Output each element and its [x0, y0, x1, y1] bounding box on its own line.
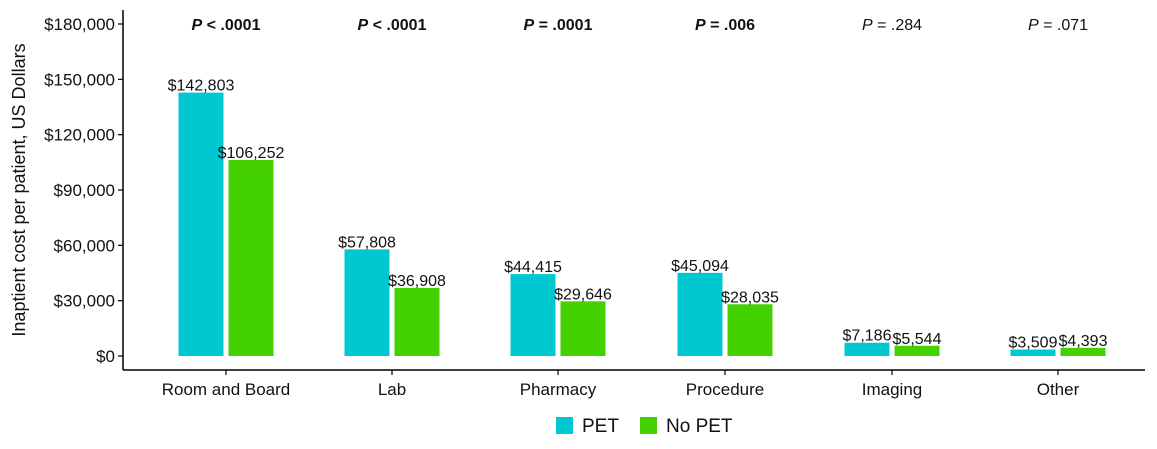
bar-no-pet: [394, 287, 440, 356]
p-value-label: P < .0001: [358, 17, 427, 34]
p-value-label: P = .0001: [524, 17, 593, 34]
legend-swatch-no-pet: [640, 417, 657, 434]
y-tick-label: $0: [96, 347, 115, 366]
p-symbol: P: [862, 17, 873, 34]
p-symbol: P: [524, 17, 535, 34]
bar-pet: [677, 272, 723, 356]
bar-pet: [510, 274, 556, 356]
p-value-label: P < .0001: [192, 17, 261, 34]
bar-value-label: $4,393: [1059, 333, 1108, 350]
bar-value-label: $142,803: [168, 78, 235, 95]
p-value-label: P = .071: [1028, 17, 1088, 34]
bar-pet: [178, 92, 224, 357]
p-value-text: = .0001: [534, 17, 592, 34]
bar-value-label: $28,035: [721, 289, 779, 306]
y-axis-title: Inaptient cost per patient, US Dollars: [9, 43, 29, 336]
bar-value-label: $36,908: [388, 273, 446, 290]
bar-no-pet: [228, 160, 274, 356]
bar-value-label: $57,808: [338, 234, 396, 251]
p-value-text: < .0001: [368, 17, 426, 34]
x-tick-label: Room and Board: [162, 380, 291, 399]
bars-group: [178, 92, 1106, 357]
p-symbol: P: [695, 17, 706, 34]
x-tick-label: Pharmacy: [520, 380, 597, 399]
y-tick-label: $120,000: [44, 126, 115, 145]
p-value-label: P = .284: [862, 17, 922, 34]
bar-value-label: $44,415: [504, 259, 562, 276]
bar-value-label: $7,186: [843, 328, 892, 345]
bar-value-label: $5,544: [893, 331, 942, 348]
legend-label: PET: [582, 416, 619, 437]
legend-swatch-pet: [556, 417, 573, 434]
x-tick-label: Imaging: [862, 380, 922, 399]
bar-pet: [844, 342, 890, 356]
legend: PET No PET: [556, 416, 733, 437]
bar-no-pet: [560, 301, 606, 356]
labels-group: $142,803 $57,808 $44,415 $45,094 $7,186 $3,50…: [168, 17, 1108, 352]
y-tick-label: $90,000: [54, 181, 115, 200]
p-symbol: P: [192, 17, 203, 34]
y-tick-label: $30,000: [54, 292, 115, 311]
bar-pet: [1010, 349, 1056, 356]
p-value-text: = .284: [873, 17, 922, 34]
axes-group: $0 $30,000 $60,000 $90,000 $120,000 $150,000 $…: [9, 10, 1145, 399]
x-tick-label: Lab: [378, 380, 406, 399]
x-tick-label: Procedure: [686, 380, 764, 399]
bar-no-pet: [894, 345, 940, 356]
bar-no-pet: [1060, 347, 1106, 356]
y-tick-label: $60,000: [54, 236, 115, 255]
bar-pet: [344, 249, 390, 356]
bar-value-label: $45,094: [671, 258, 729, 275]
legend-label: No PET: [666, 416, 733, 437]
p-value-label: P = .006: [695, 17, 755, 34]
p-value-text: < .0001: [202, 17, 260, 34]
bar-value-label: $29,646: [554, 286, 612, 303]
y-tick-label: $180,000: [44, 15, 115, 34]
y-tick-label: $150,000: [44, 70, 115, 89]
bar-no-pet: [727, 304, 773, 356]
p-symbol: P: [1028, 17, 1039, 34]
bar-value-label: $3,509: [1009, 335, 1058, 352]
bar-value-label: $106,252: [218, 145, 285, 162]
p-value-text: = .006: [706, 17, 755, 34]
p-value-text: = .071: [1039, 17, 1088, 34]
p-symbol: P: [358, 17, 369, 34]
x-tick-label: Other: [1037, 380, 1080, 399]
